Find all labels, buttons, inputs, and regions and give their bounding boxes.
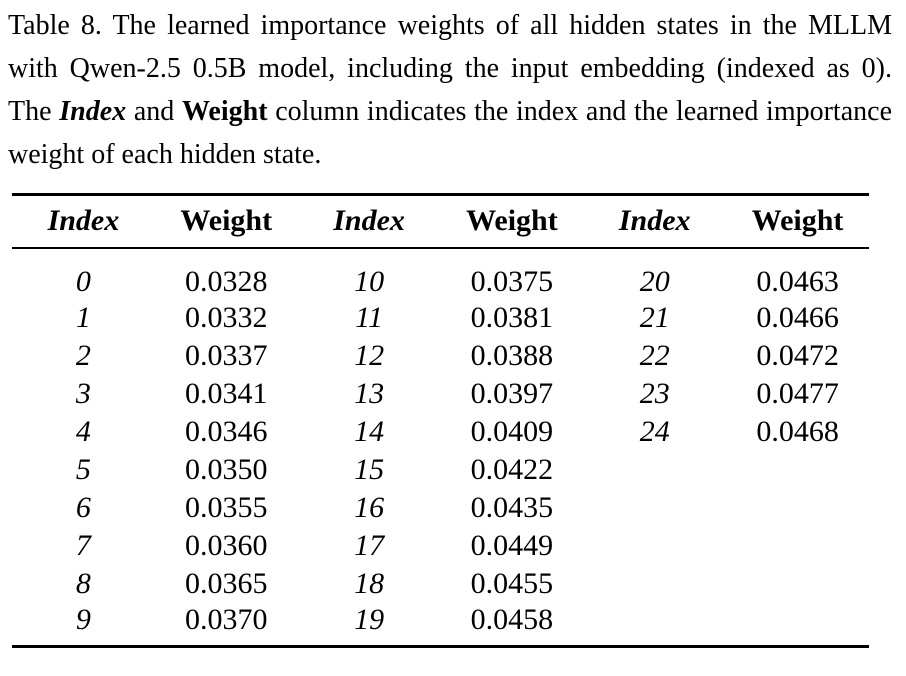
index-cell: 3 [75,376,91,410]
weight-cell: 0.0435 [470,490,554,524]
caption-segment: Index [59,96,127,127]
empty-cell [583,489,726,527]
weight-cell: 0.0455 [470,566,554,600]
empty-cell [726,527,869,565]
weight-cell: 0.0328 [184,264,268,298]
weight-cell: 0.0365 [184,566,268,600]
empty-cell [583,565,726,603]
index-cell: 1 [75,300,91,334]
index-cell: 10 [354,264,385,298]
weight-cell: 0.0360 [184,528,268,562]
weight-cell: 0.0337 [184,338,268,372]
empty-cell [583,451,726,489]
table-row: 1 0.0332 11 0.0381 21 0.0466 [12,299,869,337]
table-row: 6 0.0355 16 0.0435 [12,489,869,527]
index-cell: 18 [354,566,385,600]
table-header: Index Weight Index Weight Index Weight [12,194,869,249]
index-cell: 15 [354,452,385,486]
weight-cell: 0.0381 [470,300,554,334]
table-row: 2 0.0337 12 0.0388 22 0.0472 [12,337,869,375]
weight-cell: 0.0350 [184,452,268,486]
index-cell: 5 [75,452,91,486]
column-header-index: Index [297,194,441,249]
weight-cell: 0.0332 [184,300,268,334]
caption-segment: Table 8. The learned importance weights … [8,10,892,127]
weight-cell: 0.0466 [756,300,839,334]
index-cell: 6 [75,490,91,524]
weight-cell: 0.0468 [756,414,839,448]
table-row: 4 0.0346 14 0.0409 24 0.0468 [12,413,869,451]
empty-cell [726,603,869,647]
weight-cell: 0.0388 [470,338,554,372]
column-header-weight: Weight [726,194,869,249]
weight-cell: 0.0341 [184,376,268,410]
weight-cell: 0.0463 [756,264,839,298]
index-cell: 24 [639,414,670,448]
index-cell: 7 [75,528,91,562]
empty-cell [726,489,869,527]
index-cell: 2 [75,338,91,372]
table-row: 0 0.0328 10 0.0375 20 0.0463 [12,248,869,299]
index-cell: 4 [75,414,91,448]
weight-cell: 0.0472 [756,338,839,372]
index-cell: 23 [639,376,670,410]
table-row: 5 0.0350 15 0.0422 [12,451,869,489]
index-cell: 0 [75,264,91,298]
table-caption: Table 8. The learned importance weights … [8,4,892,176]
empty-cell [726,451,869,489]
index-cell: 9 [75,602,91,636]
caption-segment: column indicates the index and the learn… [8,96,892,170]
index-cell: 8 [75,566,91,600]
caption-segment: and [126,96,182,127]
index-cell: 19 [354,602,385,636]
table-row: 7 0.0360 17 0.0449 [12,527,869,565]
index-cell: 17 [354,528,385,562]
index-cell: 11 [355,300,383,334]
index-cell: 12 [354,338,385,372]
weight-cell: 0.0449 [470,528,554,562]
table-header-row: Index Weight Index Weight Index Weight [12,194,869,249]
table-body: 0 0.0328 10 0.0375 20 0.0463 1 0.0332 11 0.0381 21… [12,248,869,647]
weights-table: Index Weight Index Weight Index Weight 0 0.032… [12,193,869,648]
index-cell: 20 [639,264,670,298]
table-row: 3 0.0341 13 0.0397 23 0.0477 [12,375,869,413]
column-header-index: Index [583,194,727,249]
table-row: 9 0.0370 19 0.0458 [12,603,869,647]
table-row: 8 0.0365 18 0.0455 [12,565,869,603]
weight-cell: 0.0477 [756,376,839,410]
weight-cell: 0.0346 [184,414,268,448]
empty-cell [583,603,726,647]
weight-cell: 0.0355 [184,490,268,524]
index-cell: 16 [354,490,385,524]
empty-cell [726,565,869,603]
weight-cell: 0.0397 [470,376,554,410]
caption-segment: Weight [181,96,268,127]
column-header-index: Index [12,194,155,249]
weight-cell: 0.0422 [470,452,554,486]
index-cell: 14 [354,414,385,448]
column-header-weight: Weight [154,194,298,249]
weight-cell: 0.0375 [470,264,554,298]
empty-cell [583,527,726,565]
weight-cell: 0.0458 [470,602,554,636]
index-cell: 13 [354,376,385,410]
index-cell: 22 [639,338,670,372]
column-header-weight: Weight [440,194,584,249]
index-cell: 21 [639,300,670,334]
weight-cell: 0.0409 [470,414,554,448]
weight-cell: 0.0370 [184,602,268,636]
